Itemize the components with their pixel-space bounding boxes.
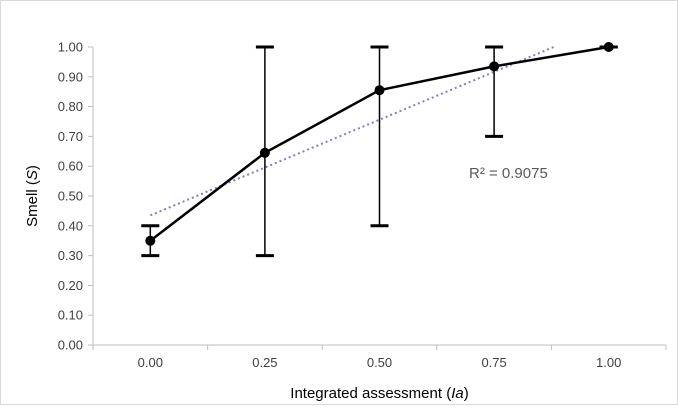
y-axis-title-part: )	[24, 165, 41, 170]
trendline-layer	[149, 46, 555, 217]
x-tick-label: 0.00	[138, 355, 163, 370]
x-tick-label: 0.75	[481, 355, 506, 370]
r-squared-label: R² = 0.9075	[469, 165, 548, 182]
y-tick-label: 1.00	[58, 40, 83, 55]
data-point	[374, 85, 385, 96]
ticks-layer: 0.00 0.10 0.20 0.30 0.40 0.50 0.60 0.70 0.80 0.90…	[58, 40, 667, 370]
y-tick-label: 0.10	[58, 308, 83, 323]
y-tick-label: 0.40	[58, 218, 83, 233]
x-axis-title-part: )	[464, 385, 469, 402]
y-tick-label: 0.80	[58, 99, 83, 114]
error-bars-layer	[141, 45, 618, 258]
y-tick-label: 0.30	[58, 248, 83, 263]
data-point	[145, 235, 156, 246]
data-point	[603, 42, 614, 52]
x-axis-title-part: Integrated assessment (	[290, 385, 451, 402]
y-tick-label: 0.90	[58, 69, 83, 84]
y-tick-label: 0.50	[58, 189, 83, 204]
y-tick-label: 0.00	[58, 338, 83, 353]
linear-trendline	[149, 46, 555, 217]
y-axis-title: Smell (S)	[24, 165, 41, 227]
x-axis-title-symbol: Ia	[451, 385, 464, 402]
data-point	[259, 147, 270, 158]
y-tick-label: 0.20	[58, 278, 83, 293]
x-tick-label: 0.50	[367, 355, 392, 370]
series-layer	[145, 42, 614, 246]
x-tick-label: 1.00	[596, 355, 621, 370]
y-axis-title-symbol: S	[24, 170, 41, 180]
data-point	[489, 61, 500, 72]
y-axis-title-part: Smell (	[24, 180, 41, 227]
x-axis-title: Integrated assessment (Ia)	[290, 385, 468, 402]
y-tick-label: 0.70	[58, 129, 83, 144]
y-tick-label: 0.60	[58, 159, 83, 174]
x-tick-label: 0.25	[252, 355, 277, 370]
